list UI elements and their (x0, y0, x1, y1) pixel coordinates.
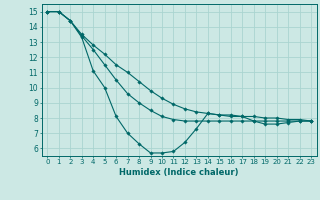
X-axis label: Humidex (Indice chaleur): Humidex (Indice chaleur) (119, 168, 239, 177)
